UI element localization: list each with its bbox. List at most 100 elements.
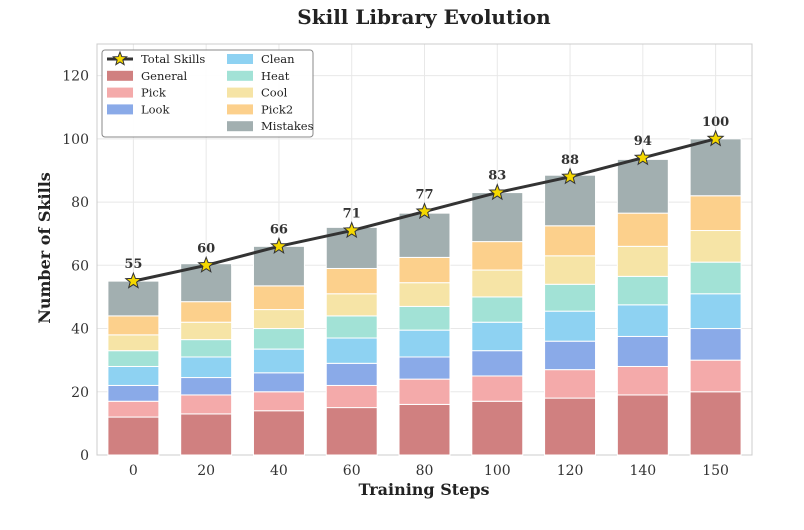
bar-segment-heat [471, 296, 524, 323]
total-skills-data-label: 100 [702, 115, 729, 130]
legend-label-mistakes: Mistakes [261, 119, 314, 133]
bar-segment-cool [180, 321, 233, 341]
bar-segment-mistakes [398, 212, 451, 258]
bar-segment-cool [544, 255, 597, 285]
total-skills-data-label: 55 [124, 257, 142, 272]
bar-segment-pick [398, 378, 451, 405]
bar-segment-general [471, 400, 524, 456]
legend-swatch-cool [227, 87, 253, 98]
legend-label-clean: Clean [261, 52, 295, 66]
bar-segment-heat [252, 328, 305, 350]
bar-segment-pick2 [544, 225, 597, 257]
legend-label-pick2: Pick2 [261, 102, 293, 116]
legend-label-general: General [141, 69, 188, 83]
total-skills-data-label: 88 [561, 153, 579, 168]
bar-segment-general [180, 413, 233, 456]
legend-swatch-general [107, 70, 133, 81]
total-skills-data-label: 71 [343, 207, 361, 222]
bar-segment-general [616, 394, 669, 456]
total-skills-data-label: 83 [488, 169, 506, 184]
bar-segment-look [325, 362, 378, 386]
bar-segment-cool [252, 309, 305, 330]
bar-segment-look [398, 356, 451, 380]
bar-segment-heat [544, 283, 597, 312]
bar-segment-general [252, 410, 305, 456]
bar-segment-pick [471, 375, 524, 402]
y-tick-label: 100 [62, 132, 89, 148]
bar-segment-pick2 [689, 195, 742, 232]
bar-segment-pick2 [180, 301, 233, 323]
total-skills-marker [488, 183, 507, 201]
bar-segment-heat [325, 315, 378, 339]
bar-segment-clean [471, 321, 524, 352]
total-skills-marker [415, 202, 434, 220]
bar-segment-heat [398, 305, 451, 331]
y-tick-label: 20 [71, 385, 89, 401]
bar-segment-mistakes [544, 174, 597, 227]
total-skills-marker [342, 221, 361, 239]
x-tick-label: 80 [416, 463, 434, 479]
bar-segment-pick2 [325, 267, 378, 295]
y-axis-label: Number of Skills [35, 172, 54, 324]
x-axis-label: Training Steps [358, 480, 489, 499]
legend-label-total-skills: Total Skills [141, 52, 205, 66]
bar-segment-pick2 [616, 212, 669, 247]
total-skills-data-label: 60 [197, 241, 215, 256]
bar-segment-look [616, 335, 669, 367]
x-tick-label: 0 [129, 463, 138, 479]
bar-segment-look [252, 372, 305, 393]
bar-segment-general [107, 416, 160, 456]
bar-segment-pick2 [471, 241, 524, 271]
bar-segment-pick2 [398, 256, 451, 284]
bar-segment-cool [398, 282, 451, 307]
y-tick-label: 60 [71, 258, 89, 274]
legend-box [101, 49, 314, 138]
total-skills-marker [633, 148, 652, 166]
bar-segment-look [471, 350, 524, 377]
total-skills-data-label: 77 [415, 188, 433, 203]
bar-segment-pick2 [107, 315, 160, 336]
legend-swatch-pick [107, 87, 133, 98]
bar-segment-clean [107, 365, 160, 386]
bar-segment-mistakes [252, 245, 305, 287]
legend: Total Skills General Pick Look Clean Heat Cool… [101, 49, 314, 138]
total-skills-marker [124, 271, 143, 289]
legend-swatch-heat [227, 70, 253, 81]
bar-segment-cool [689, 230, 742, 263]
x-tick-label: 20 [197, 463, 215, 479]
bar-segment-look [107, 384, 160, 402]
legend-swatch-clean [227, 54, 253, 64]
legend-label-pick: Pick [141, 86, 167, 100]
legend-swatch-pick2 [227, 104, 253, 115]
bar-segment-look [689, 328, 742, 361]
bar-segment-look [544, 340, 597, 371]
plot-area: 0 20 40 60 80 100 120 0 20 40 60 80 100 120 140 150 55 60… [62, 43, 753, 479]
bar-segment-mistakes [107, 280, 160, 317]
bar-segment-clean [689, 293, 742, 330]
total-skills-marker [197, 255, 216, 273]
bar-segment-general [398, 403, 451, 456]
x-tick-label: 100 [484, 463, 511, 479]
legend-star-swatch [112, 50, 128, 66]
bar-segment-heat [689, 261, 742, 295]
bar-segment-look [180, 377, 233, 396]
bar-segment-pick [544, 369, 597, 399]
bar-segment-clean [398, 329, 451, 358]
total-skills-data-label: 66 [270, 222, 288, 237]
bar-segment-pick [252, 391, 305, 412]
bar-segment-pick [616, 365, 669, 396]
total-skills-marker [561, 167, 579, 185]
bar-segment-mistakes [689, 138, 742, 197]
bar-segment-cool [325, 293, 378, 317]
bar-segment-clean [616, 304, 669, 337]
bar-segment-clean [544, 310, 597, 342]
bar-segment-cool [107, 334, 160, 352]
bar-segment-pick [180, 394, 233, 415]
y-tick-label: 40 [71, 322, 89, 338]
bar-segment-mistakes [616, 158, 669, 214]
legend-label-look: Look [141, 102, 170, 116]
x-tick-label: 150 [702, 463, 729, 479]
bar-segment-general [544, 397, 597, 456]
bar-segment-pick2 [252, 285, 305, 311]
